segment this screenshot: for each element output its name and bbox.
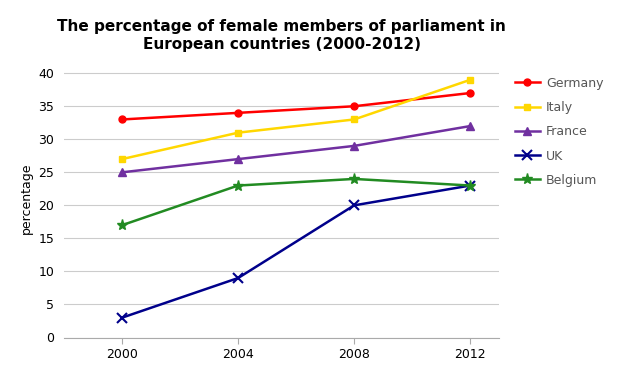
Belgium (467, 183, 474, 188)
Italy (467, 78, 474, 82)
Belgium (350, 177, 358, 181)
UK (350, 203, 358, 208)
Germany (118, 117, 126, 122)
Italy (118, 157, 126, 161)
Y-axis label: percentage: percentage (20, 163, 33, 234)
Italy (350, 117, 358, 122)
Germany (467, 91, 474, 95)
Legend: Germany, Italy, France, UK, Belgium: Germany, Italy, France, UK, Belgium (510, 72, 609, 192)
France (467, 124, 474, 128)
France (350, 144, 358, 148)
Title: The percentage of female members of parliament in
European countries (2000-2012): The percentage of female members of parl… (57, 20, 506, 52)
France (234, 157, 242, 161)
UK (467, 183, 474, 188)
UK (234, 276, 242, 280)
Line: Italy: Italy (118, 76, 474, 163)
Line: UK: UK (117, 181, 475, 322)
Italy (234, 130, 242, 135)
Belgium (118, 223, 126, 227)
Line: Belgium: Belgium (116, 173, 476, 231)
Germany (350, 104, 358, 108)
Belgium (234, 183, 242, 188)
Line: France: France (118, 122, 474, 177)
France (118, 170, 126, 175)
UK (118, 315, 126, 320)
Germany (234, 111, 242, 115)
Line: Germany: Germany (118, 90, 474, 123)
